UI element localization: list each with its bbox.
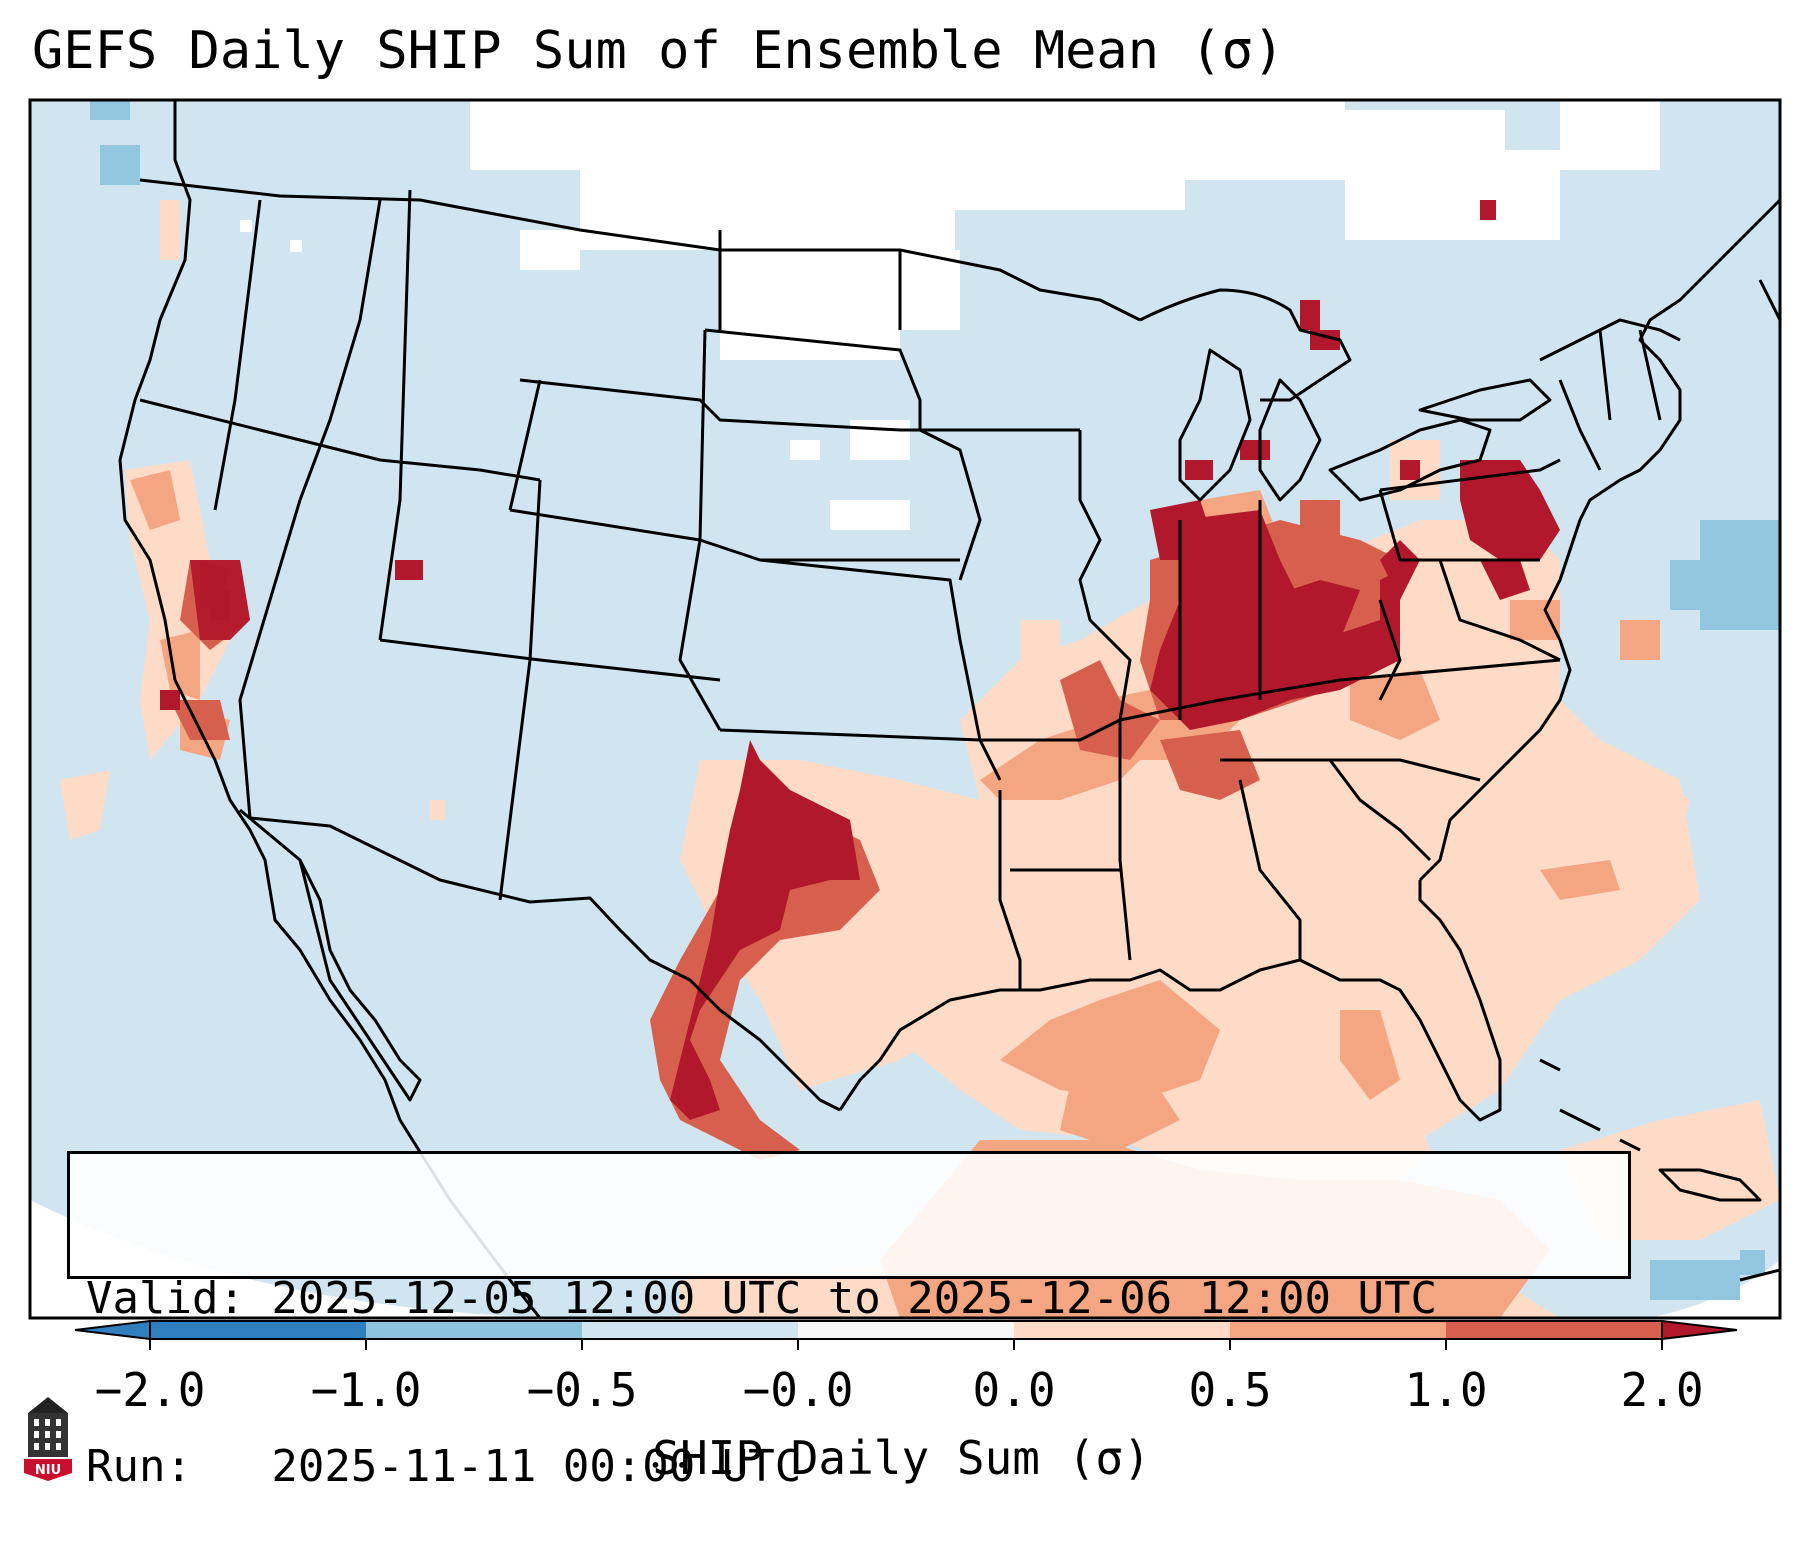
colorbar-tick-label: −0.5 bbox=[526, 1363, 638, 1417]
colorbar-tick-label: −2.0 bbox=[94, 1363, 206, 1417]
niu-tower-logo-icon: NIU bbox=[24, 1397, 72, 1481]
colorbar-segment bbox=[1446, 1321, 1662, 1339]
map-frame bbox=[28, 98, 1782, 1320]
valid-run-info-box: Valid: 2025-12-05 12:00 UTC to 2025-12-0… bbox=[67, 1151, 1631, 1492]
svg-text:NIU: NIU bbox=[35, 1463, 61, 1478]
near-zero-region bbox=[240, 100, 1660, 530]
colorbar-segment bbox=[1014, 1321, 1230, 1339]
colorbar-segment bbox=[366, 1321, 582, 1339]
colorbar-tick-label: −1.0 bbox=[310, 1363, 422, 1417]
valid-time-line: Valid: 2025-12-05 12:00 UTC to 2025-12-0… bbox=[86, 1273, 1438, 1324]
colorbar-tick-label: 0.0 bbox=[972, 1363, 1056, 1417]
map-title: GEFS Daily SHIP Sum of Ensemble Mean (σ) bbox=[32, 21, 1285, 81]
run-time-line: Run: 2025-11-11 00:00 UTC bbox=[86, 1441, 802, 1492]
colorbar-segment bbox=[582, 1321, 798, 1339]
colorbar-tick-label: 0.5 bbox=[1188, 1363, 1272, 1417]
map-fill-layer bbox=[30, 100, 1780, 1318]
colorbar-label: SHIP Daily Sum (σ) bbox=[652, 1431, 1151, 1485]
colorbar-segment bbox=[798, 1321, 1014, 1339]
negative-anomaly-region bbox=[90, 100, 1780, 1300]
colorbar-segment bbox=[150, 1321, 366, 1339]
colorbar-tick-label: −0.0 bbox=[742, 1363, 854, 1417]
colorbar-tick-label: 2.0 bbox=[1620, 1363, 1704, 1417]
colorbar-tick-labels: −2.0 −1.0 −0.5 −0.0 0.0 0.5 1.0 2.0 bbox=[0, 1362, 1803, 1422]
boundary-lines bbox=[118, 100, 1780, 1318]
colorbar-extend-high bbox=[1661, 1319, 1738, 1341]
extreme-positive-region bbox=[160, 200, 1560, 1120]
colorbar bbox=[74, 1319, 1738, 1350]
colorbar-segment bbox=[1230, 1321, 1446, 1339]
colorbar-tick-label: 1.0 bbox=[1404, 1363, 1488, 1417]
